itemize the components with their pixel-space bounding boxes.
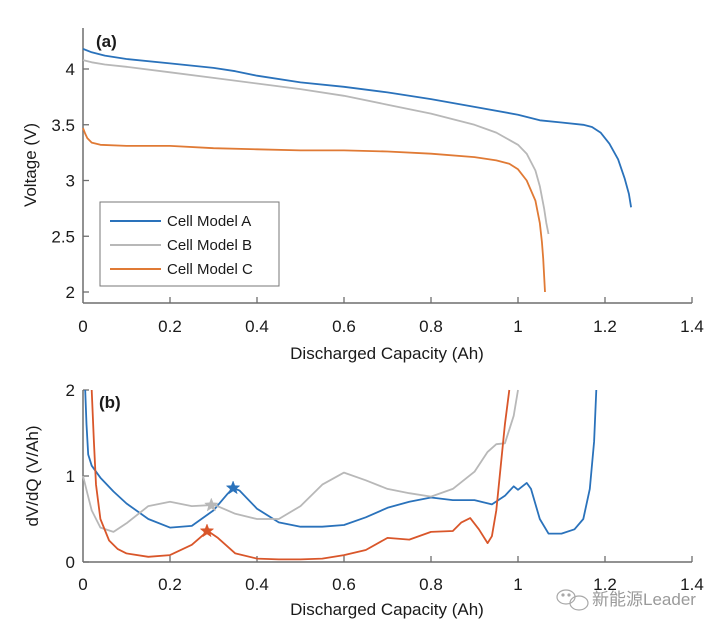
panel-b-x-title: Discharged Capacity (Ah) (290, 600, 484, 619)
panel-b-markers (199, 480, 241, 538)
panel-b-y-tick-label: 2 (66, 381, 75, 400)
panel-a-x-tick-label: 1 (513, 317, 522, 336)
legend-label-b: Cell Model B (167, 237, 252, 254)
wechat-icon (556, 589, 589, 611)
panel-a-y-tick-label: 2 (66, 283, 75, 302)
panel-a-line-cell-model-c (82, 127, 546, 293)
panel-a-y-tick-label: 4 (66, 60, 75, 79)
watermark: 新能源Leader (556, 589, 696, 611)
panel-a-y-title: Voltage (V) (21, 123, 40, 207)
panel-a-ticks: 0 0.2 0.4 0.6 0.8 1 1.2 1.4 2 2.5 3 3.5 4 (51, 60, 703, 336)
panel-b-x-tick-label: 0 (78, 575, 87, 594)
panel-a-x-tick-label: 0.4 (245, 317, 269, 336)
panel-b-x-tick-label: 1.4 (680, 575, 704, 594)
panel-a-y-tick-label: 3 (66, 172, 75, 191)
panel-b-x-tick-label: 1.2 (593, 575, 617, 594)
panel-a-x-tick-label: 0 (78, 317, 87, 336)
legend-label-a: Cell Model A (167, 213, 251, 230)
star-marker-cell-model-b (204, 497, 219, 512)
panel-a-x-tick-label: 0.2 (158, 317, 182, 336)
panel-b: 0 0.2 0.4 0.6 0.8 1 1.2 1.4 0 1 2 (b) Discharged C… (23, 381, 704, 619)
legend-label-c: Cell Model C (167, 261, 253, 278)
panel-a-lines (82, 48, 632, 293)
star-marker-cell-model-c (199, 523, 215, 538)
panel-a: 0 0.2 0.4 0.6 0.8 1 1.2 1.4 2 2.5 3 3.5 4 (a) Discha… (21, 28, 704, 363)
panel-a-x-title: Discharged Capacity (Ah) (290, 344, 484, 363)
panel-b-x-tick-label: 0.8 (419, 575, 443, 594)
panel-b-y-tick-label: 0 (66, 553, 75, 572)
panel-b-x-tick-label: 0.4 (245, 575, 269, 594)
panel-a-label: (a) (96, 32, 117, 51)
panel-b-line-cell-model-c (90, 389, 511, 561)
panel-b-line-cell-model-b (82, 389, 519, 533)
panel-b-y-title: dV/dQ (V/Ah) (23, 425, 42, 526)
panel-b-lines (82, 389, 598, 561)
panel-b-label: (b) (99, 393, 121, 412)
panel-a-x-tick-label: 1.4 (680, 317, 704, 336)
watermark-text: 新能源Leader (592, 590, 696, 609)
panel-a-x-tick-label: 1.2 (593, 317, 617, 336)
panel-a-y-tick-label: 3.5 (51, 116, 75, 135)
legend: Cell Model A Cell Model B Cell Model C (99, 201, 280, 287)
star-marker-cell-model-a (225, 480, 241, 495)
panel-a-x-tick-label: 0.8 (419, 317, 443, 336)
panel-b-x-tick-label: 0.6 (332, 575, 356, 594)
panel-a-line-cell-model-b (82, 59, 550, 235)
panel-b-ticks: 0 0.2 0.4 0.6 0.8 1 1.2 1.4 0 1 2 (66, 381, 704, 594)
panel-a-x-tick-label: 0.6 (332, 317, 356, 336)
panel-a-line-cell-model-a (82, 48, 632, 208)
panel-b-y-tick-label: 1 (66, 467, 75, 486)
panel-b-x-tick-label: 1 (513, 575, 522, 594)
panel-b-line-cell-model-a (84, 389, 598, 535)
panel-b-x-tick-label: 0.2 (158, 575, 182, 594)
panel-a-y-tick-label: 2.5 (51, 227, 75, 246)
